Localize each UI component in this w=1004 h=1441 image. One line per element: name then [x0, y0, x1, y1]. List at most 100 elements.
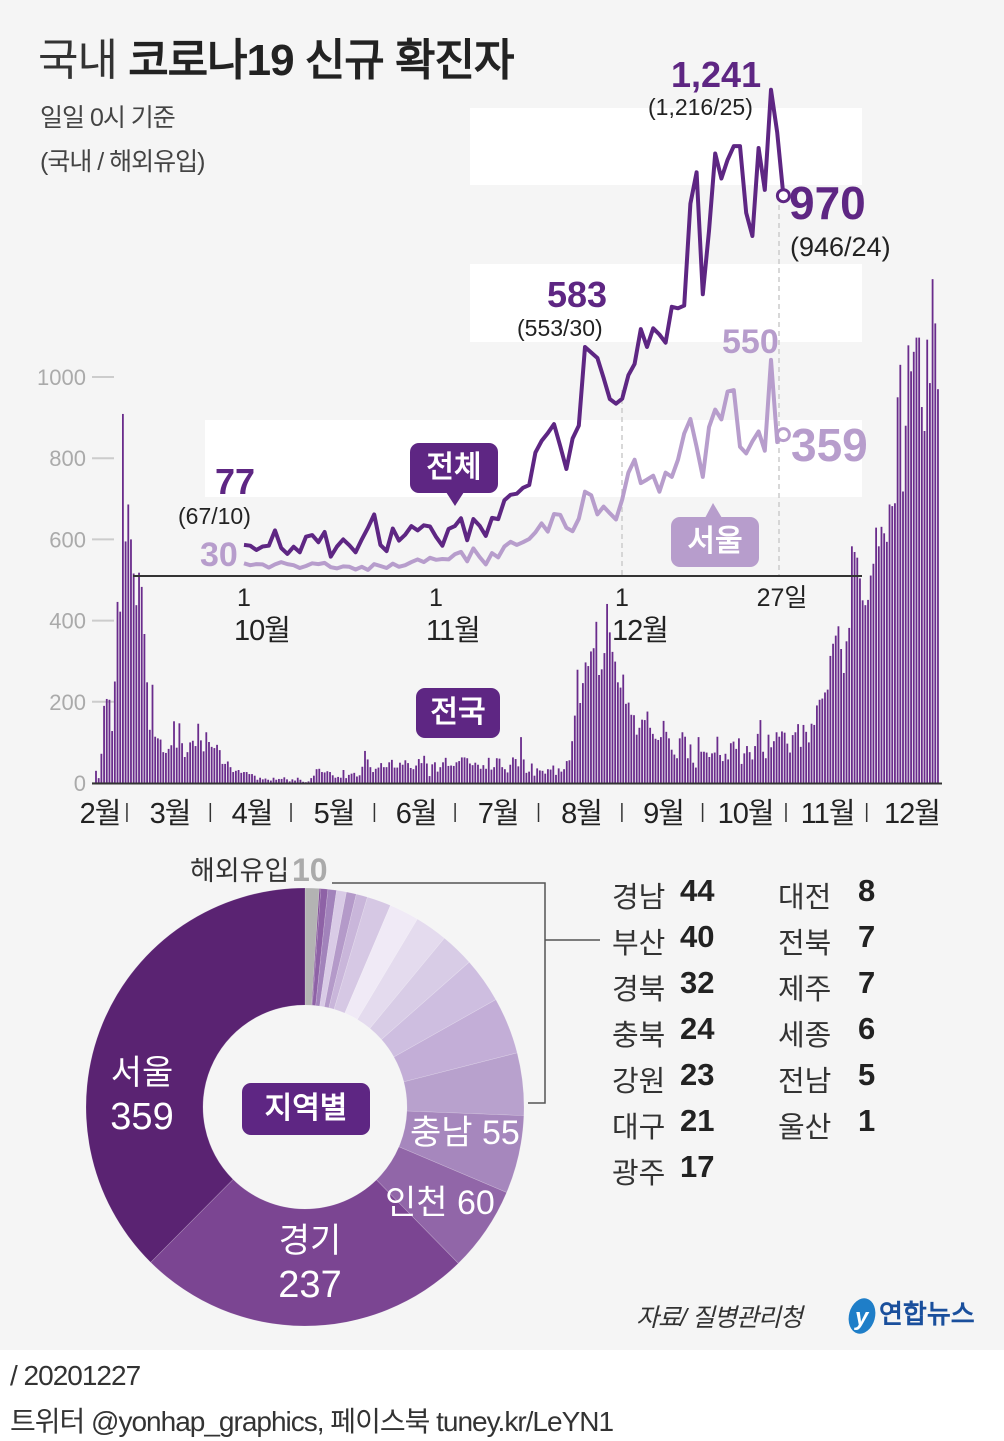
bar — [318, 768, 321, 783]
bar — [248, 774, 251, 783]
bar — [775, 732, 778, 783]
bar — [409, 767, 412, 783]
bar — [455, 762, 458, 783]
bar — [460, 757, 463, 783]
legend-region-name: 광주 — [612, 1158, 666, 1190]
legend-region-value: 5 — [858, 1057, 876, 1092]
bar — [885, 541, 888, 783]
page-title: 국내 코로나19 신규 확진자 — [38, 24, 514, 88]
bar — [138, 572, 140, 783]
bar — [848, 627, 851, 783]
bar — [261, 779, 264, 783]
bar — [175, 747, 178, 783]
bar — [189, 742, 192, 783]
overseas-value: 10 — [292, 852, 328, 888]
bar — [920, 407, 923, 783]
bar — [417, 759, 420, 783]
donut-slice-대전 — [328, 893, 368, 1010]
bar — [501, 767, 504, 783]
bar — [818, 699, 821, 783]
legend-region-name: 제주 — [778, 974, 832, 1006]
donut-slice-해외유입 — [304, 887, 320, 1006]
bar — [549, 769, 552, 783]
bar — [498, 758, 501, 783]
bar — [660, 737, 662, 783]
bar — [458, 761, 461, 783]
bar — [404, 760, 407, 783]
legend-region-name: 부산 — [612, 928, 666, 960]
bar — [735, 748, 738, 783]
bar — [299, 779, 302, 783]
label-end-breakdown: (946/24) — [790, 232, 891, 262]
y-tick-label: 600 — [49, 527, 86, 552]
bar — [694, 767, 697, 783]
legend-region-value: 7 — [858, 919, 876, 954]
bar — [931, 279, 934, 783]
title-bold: 코로나19 신규 확진자 — [128, 36, 514, 85]
subtitle-breakdown: (국내 / 해외유입) — [40, 148, 205, 176]
bar — [595, 621, 598, 783]
bar — [186, 752, 189, 783]
bar — [218, 750, 221, 783]
bar — [622, 674, 625, 783]
bar — [802, 724, 805, 783]
bar — [705, 752, 708, 783]
bar — [259, 777, 261, 783]
bar — [372, 772, 374, 783]
legend-region-value: 32 — [680, 965, 715, 1000]
bar — [907, 345, 910, 783]
bracket-line — [332, 882, 546, 1104]
bar — [334, 777, 337, 783]
seoul-badge-pointer — [705, 503, 722, 518]
bar — [111, 731, 114, 783]
bar — [590, 651, 592, 783]
y-tick-label: 1000 — [37, 365, 86, 390]
bar — [528, 771, 530, 783]
bar — [576, 669, 579, 783]
bar — [781, 731, 783, 783]
bar — [853, 551, 856, 783]
inset-x-tick-day: 1 — [237, 584, 251, 612]
bar — [807, 742, 810, 783]
bar — [565, 761, 568, 783]
bar — [520, 737, 522, 783]
bar — [288, 781, 291, 783]
label-mid-total: 583 — [547, 274, 607, 315]
donut-slice-경기 — [150, 1178, 459, 1327]
bar — [867, 599, 869, 783]
bar — [646, 711, 649, 783]
bar — [783, 732, 786, 783]
bar — [482, 765, 485, 783]
bar — [697, 737, 700, 783]
legend-region-value: 40 — [680, 919, 715, 954]
bar — [748, 752, 751, 783]
bar — [888, 504, 891, 783]
donut-slice-울산 — [311, 888, 322, 1006]
bar — [743, 753, 746, 783]
bar — [485, 768, 487, 783]
month-label: 6월 — [396, 797, 437, 830]
bar — [555, 774, 557, 783]
bar — [824, 692, 826, 783]
bar — [105, 698, 108, 783]
bar — [891, 506, 894, 783]
bar — [165, 752, 167, 783]
legend-region-name: 충북 — [612, 1020, 666, 1052]
bar — [353, 772, 356, 783]
bar — [425, 763, 428, 783]
bar — [210, 746, 213, 783]
yonhap-logo-text: 연합뉴스 — [879, 1299, 975, 1329]
bar — [296, 777, 299, 783]
bar — [643, 720, 646, 783]
bar — [509, 764, 512, 783]
bar — [899, 364, 902, 783]
bar — [291, 779, 294, 783]
y-tick-label: 400 — [49, 609, 86, 634]
bar — [611, 651, 614, 783]
bar — [756, 733, 759, 783]
bar — [789, 752, 791, 783]
bar — [146, 682, 149, 783]
x-axis: 2월 3월 4월 5월 6월 7월 8월 9월 10월 11월 12월 — [80, 797, 941, 830]
bar — [937, 389, 939, 783]
bar — [393, 767, 396, 783]
